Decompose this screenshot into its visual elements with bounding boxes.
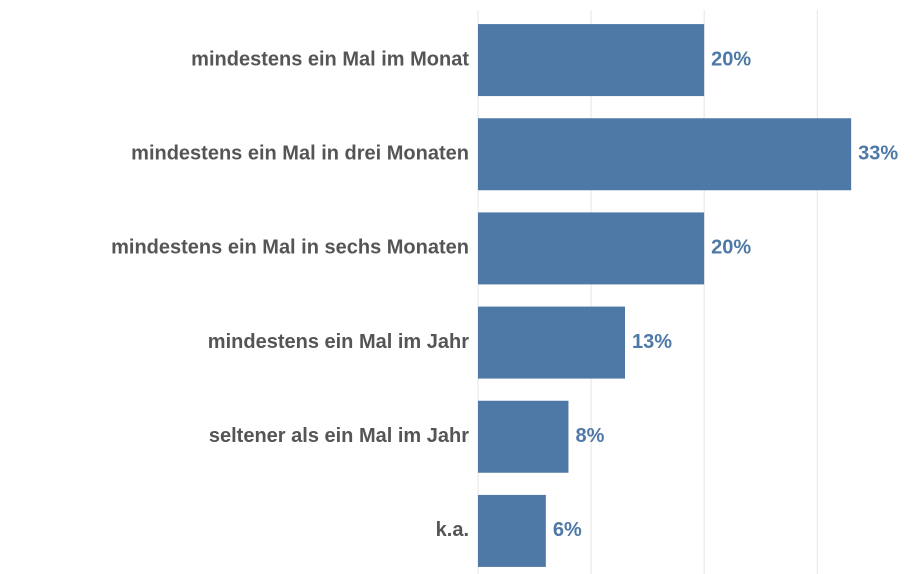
value-label: 33% [858, 143, 898, 165]
bar [478, 494, 546, 567]
bar [478, 24, 705, 97]
category-label: seltener als ein Mal im Jahr [209, 425, 469, 447]
bar [478, 306, 625, 379]
category-label: mindestens ein Mal im Jahr [208, 331, 469, 353]
value-label: 6% [553, 519, 582, 541]
value-label: 13% [632, 331, 672, 353]
category-label: k.a. [436, 519, 469, 541]
category-label: mindestens ein Mal in drei Monaten [131, 143, 469, 165]
bar [478, 212, 705, 285]
bar [478, 400, 569, 473]
value-label: 8% [575, 425, 604, 447]
category-label: mindestens ein Mal im Monat [191, 48, 469, 70]
category-label: mindestens ein Mal in sechs Monaten [111, 237, 469, 259]
value-label: 20% [711, 48, 751, 70]
bar [478, 118, 852, 191]
value-label: 20% [711, 237, 751, 259]
